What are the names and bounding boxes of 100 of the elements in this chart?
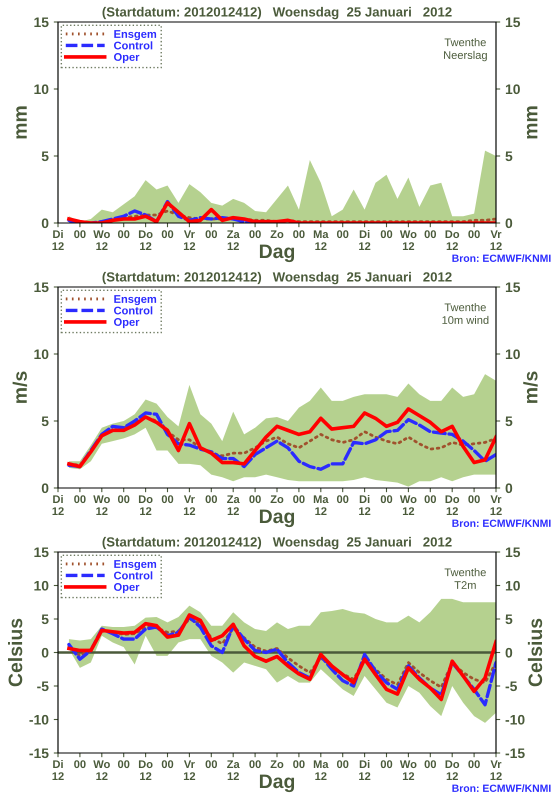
x-tick-label: 00 [162, 495, 174, 504]
y2-tick-label: -5 [506, 681, 517, 692]
x-tick-label: Do 12 [138, 230, 153, 250]
legend-label: Ensgem [114, 560, 156, 570]
x-tick-label: Wo 12 [400, 230, 417, 250]
y2-tick-label: 5 [505, 416, 512, 426]
y-tick-label: 15 [34, 17, 49, 28]
x-tick-label: Di 12 [52, 494, 64, 515]
line-series [67, 201, 496, 223]
x-tick-label: Do 12 [446, 760, 460, 780]
y2-tick-label: 15 [506, 547, 520, 558]
x-tick-label: Vr 12 [184, 760, 196, 780]
x-tick-label: Di 12 [359, 760, 370, 780]
x-tick-label: Do 12 [138, 495, 153, 515]
y-axis-title: mm [16, 106, 27, 139]
y2-tick-label: 10 [506, 84, 520, 94]
chart-title: (Startdatum: 2012012412) Woensdag 25 Januari 2012 [102, 536, 452, 550]
x-tick-label: Ma 12 [314, 495, 329, 515]
x-tick-label: 00 [162, 760, 174, 768]
x-axis-title: Dag [260, 244, 294, 262]
annotation: Twenthe Neerslag [444, 38, 487, 62]
x-tick-label: 00 [206, 230, 218, 238]
x-tick-label: Do 12 [138, 760, 153, 780]
annotation: Twenthe 10m wind [442, 303, 488, 324]
x-tick-label: Wo 12 [93, 760, 110, 780]
y2-tick-label: 15 [506, 17, 520, 28]
legend-label: Ensgem [114, 295, 156, 306]
x-tick-label: Wo 12 [93, 230, 110, 250]
y-tick-label: 5 [42, 151, 49, 162]
x-tick-label: Zo [270, 230, 284, 238]
x-tick-label: Zo [270, 760, 284, 768]
legend-label: Control [114, 41, 152, 50]
x-tick-label: Do 12 [446, 495, 460, 515]
legend-label: Ensgem [114, 30, 156, 40]
x-tick-label: Vr 12 [490, 230, 502, 250]
x-tick-label: 00 [206, 760, 218, 768]
y2-axis-title: m/s [523, 372, 538, 403]
y-tick-label: -5 [37, 681, 49, 692]
y-tick-label: 10 [34, 84, 48, 94]
x-tick-label: 00 [293, 230, 305, 238]
y-tick-label: 5 [42, 416, 49, 426]
chart-title: (Startdatum: 2012012412) Woensdag 25 Januari 2012 [102, 6, 452, 20]
y-tick-label: 15 [34, 547, 49, 558]
x-tick-label: 00 [336, 760, 348, 768]
x-tick-label: 00 [118, 760, 130, 768]
x-tick-label: Do 12 [446, 230, 460, 250]
x-tick-label: 00 [118, 230, 130, 238]
chart-title: (Startdatum: 2012012412) Woensdag 25 Januari 2012 [102, 272, 452, 284]
y2-tick-label: 5 [505, 151, 512, 162]
x-tick-label: Za 12 [227, 495, 240, 515]
y-tick-label: 0 [42, 648, 48, 658]
x-tick-label: Vr 12 [184, 495, 196, 515]
legend-label: Oper [114, 583, 140, 594]
y-tick-label: 5 [42, 614, 49, 624]
x-tick-label: 00 [249, 495, 261, 504]
x-tick-label: 00 [380, 760, 392, 768]
legend-label: Oper [114, 53, 140, 64]
x-tick-label: 00 [74, 760, 86, 768]
x-tick-label: Di 12 [52, 230, 64, 250]
x-tick-label: Vr 12 [184, 230, 196, 250]
x-tick-label: 00 [424, 230, 436, 238]
y2-tick-label: 15 [506, 282, 520, 292]
y-tick-label: -15 [29, 748, 49, 758]
text: Bron: ECMWF/KNMI [452, 784, 551, 792]
x-tick-label: 00 [468, 230, 480, 238]
x-tick-label: 00 [118, 495, 130, 504]
x-axis-title: Dag [260, 774, 294, 792]
legend-label: Oper [114, 318, 140, 328]
x-tick-label: 00 [380, 230, 392, 238]
x-tick-label: Wo 12 [400, 495, 417, 515]
line-series [68, 618, 496, 689]
x-tick-label: 00 [206, 495, 218, 504]
x-tick-label: Wo 12 [400, 760, 417, 780]
y2-tick-label: 10 [506, 580, 520, 591]
x-tick-label: 00 [293, 760, 305, 768]
x-tick-label: 00 [293, 495, 305, 504]
x-tick-label: 00 [336, 495, 348, 504]
y-tick-label: 15 [34, 282, 49, 292]
y2-tick-label: 0 [506, 648, 512, 658]
x-tick-label: 00 [468, 495, 480, 504]
text: Bron: ECMWF/KNMI [452, 519, 551, 528]
x-tick-label: 00 [380, 495, 392, 504]
x-axis-title: Dag [260, 510, 294, 528]
x-tick-label: Wo 12 [93, 495, 110, 515]
y2-tick-label: 5 [505, 614, 512, 624]
y2-axis-title: Celsius [528, 618, 542, 686]
annotation: Twenthe T2m [444, 568, 486, 589]
x-tick-label: Ma 12 [314, 230, 329, 250]
y-tick-label: -10 [29, 714, 48, 725]
x-tick-label: 00 [468, 760, 480, 768]
x-tick-label: Vr 12 [490, 760, 502, 780]
x-tick-label: Ma 12 [314, 760, 329, 780]
legend-label: Control [114, 571, 152, 580]
y2-tick-label: 10 [506, 349, 520, 360]
x-tick-label: 00 [336, 230, 348, 238]
y-axis-title: Celsius [8, 618, 22, 686]
y2-axis-title: mm [526, 106, 538, 139]
x-tick-label: Za 12 [227, 230, 240, 250]
y-axis-title: m/s [12, 372, 28, 403]
x-tick-label: 00 [249, 760, 261, 768]
